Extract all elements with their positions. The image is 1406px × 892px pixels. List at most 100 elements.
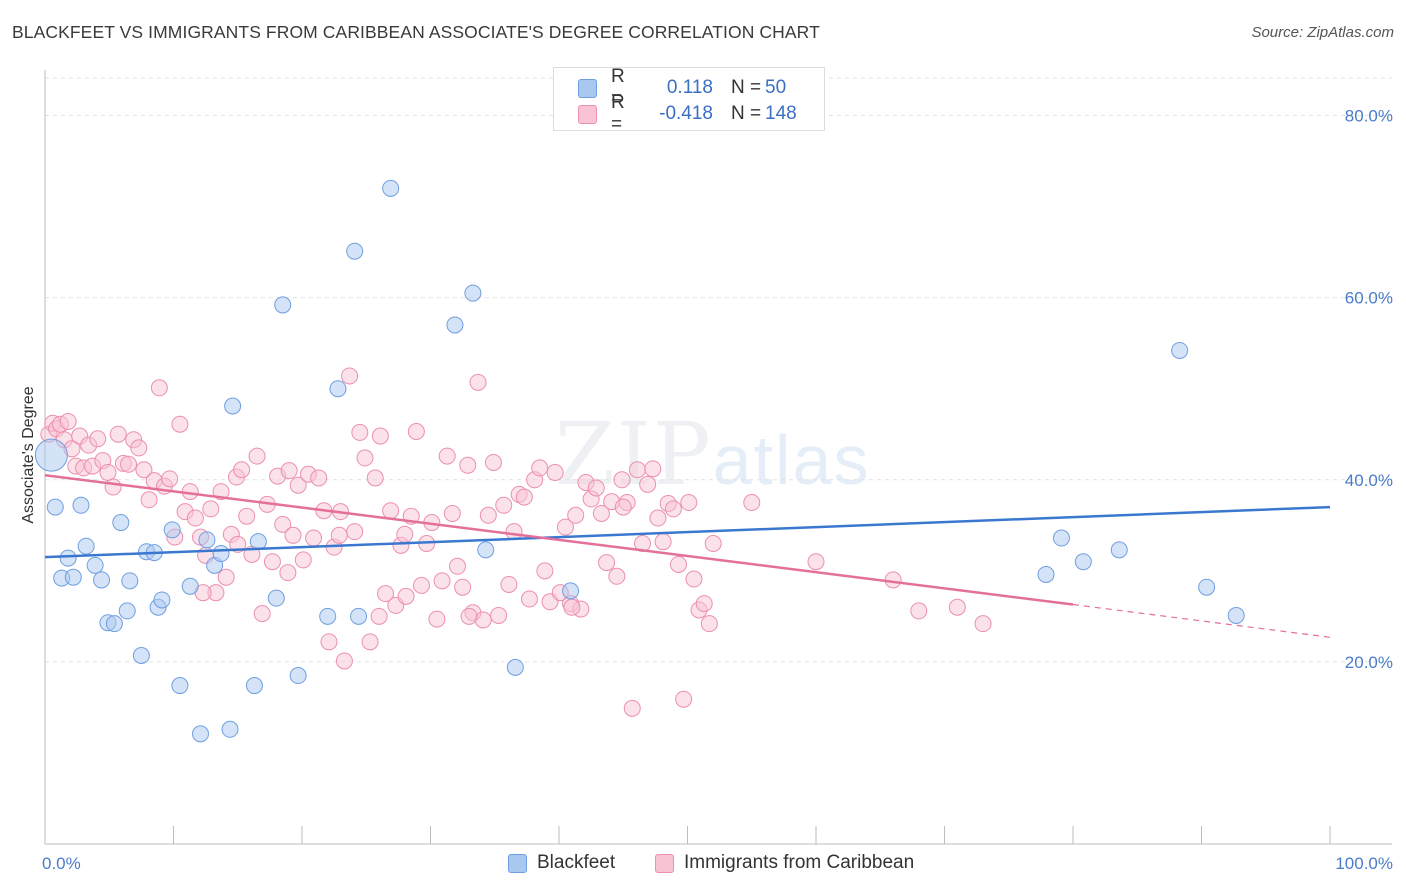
caribbean-point <box>546 463 564 481</box>
caribbean-point <box>263 553 281 571</box>
caribbean-point <box>469 373 487 391</box>
legend-item-blackfeet: Blackfeet <box>508 852 615 874</box>
blackfeet-points <box>34 179 1245 743</box>
caribbean-points <box>40 367 992 717</box>
caribbean-point <box>202 500 220 518</box>
caribbean-point <box>89 430 107 448</box>
caribbean-point <box>99 463 117 481</box>
caribbean-point <box>623 699 641 717</box>
gridlines <box>45 77 1392 663</box>
caribbean-point <box>407 423 425 441</box>
caribbean-point <box>563 598 581 616</box>
blackfeet-point <box>212 545 230 563</box>
blackfeet-point <box>1110 541 1128 559</box>
caribbean-point <box>351 423 369 441</box>
caribbean-point <box>910 602 928 620</box>
legend-n-label: N = <box>731 103 762 124</box>
legend-r-label: R = <box>611 92 625 135</box>
caribbean-point <box>639 475 657 493</box>
blackfeet-point <box>1074 553 1092 571</box>
caribbean-point <box>320 633 338 651</box>
tick-labels: 20.0% 40.0% 60.0% 80.0% 0.0% 100.0% Associate'… <box>20 107 1393 873</box>
blackfeet-point <box>105 615 123 633</box>
blackfeet-point <box>93 571 111 589</box>
caribbean-point <box>356 449 374 467</box>
caribbean-point <box>495 496 513 514</box>
series-legend: Blackfeet Immigrants from Caribbean <box>0 852 1406 878</box>
caribbean-point <box>120 455 138 473</box>
caribbean-point <box>370 607 388 625</box>
caribbean-point <box>479 506 497 524</box>
blackfeet-point <box>329 380 347 398</box>
caribbean-point <box>433 572 451 590</box>
caribbean-point <box>613 471 631 489</box>
caribbean-point <box>598 554 616 572</box>
blackfeet-point <box>477 541 495 559</box>
caribbean-point <box>382 502 400 520</box>
caribbean-point <box>305 529 323 547</box>
blackfeet-point <box>46 498 64 516</box>
caribbean-point <box>807 553 825 571</box>
caribbean-point <box>253 605 271 623</box>
blackfeet-point <box>118 602 136 620</box>
caribbean-point <box>150 379 168 397</box>
blackfeet-point <box>319 607 337 625</box>
caribbean-point <box>695 595 713 613</box>
caribbean-point <box>104 478 122 496</box>
caribbean-point <box>279 564 297 582</box>
blackfeet-point <box>249 533 267 551</box>
chart-title: BLACKFEET VS IMMIGRANTS FROM CARIBBEAN A… <box>12 22 820 42</box>
legend-label-blackfeet: Blackfeet <box>537 852 616 873</box>
caribbean-point <box>515 488 533 506</box>
caribbean-point <box>248 447 266 465</box>
caribbean-point <box>361 633 379 651</box>
caribbean-point <box>454 578 472 596</box>
caribbean-point <box>396 525 414 543</box>
caribbean-point <box>628 461 646 479</box>
caribbean-point <box>377 585 395 603</box>
y-tick-label: 60.0% <box>1345 289 1393 308</box>
x-tick-label: 0.0% <box>42 854 81 873</box>
legend-swatch-caribbean <box>578 104 597 124</box>
caribbean-point <box>743 494 761 512</box>
caribbean-point <box>948 598 966 616</box>
caribbean-point <box>664 500 682 518</box>
legend-swatch-caribbean <box>655 853 674 873</box>
blackfeet-point <box>382 179 400 197</box>
caribbean-point <box>448 557 466 575</box>
blackfeet-point <box>224 397 242 415</box>
caribbean-point <box>140 491 158 509</box>
blackfeet-point <box>1227 606 1245 624</box>
blackfeet-point <box>267 589 285 607</box>
blackfeet-point <box>59 549 77 567</box>
legend-label-caribbean: Immigrants from Caribbean <box>684 852 915 873</box>
caribbean-point <box>413 576 431 594</box>
legend-swatch-blackfeet <box>508 853 527 873</box>
caribbean-point <box>531 459 549 477</box>
blackfeet-point <box>191 725 209 743</box>
caribbean-point <box>670 555 688 573</box>
legend-r-value: 0.118 <box>666 77 713 98</box>
caribbean-point <box>330 526 348 544</box>
caribbean-point <box>366 469 384 487</box>
caribbean-point <box>592 504 610 522</box>
source-credit: Source: ZipAtlas.com <box>1251 24 1394 41</box>
legend-n-value: 50 <box>765 77 787 98</box>
caribbean-point <box>614 498 632 516</box>
caribbean-point <box>59 412 77 430</box>
caribbean-point <box>135 461 153 479</box>
blackfeet-point <box>34 438 68 472</box>
blackfeet-point <box>289 667 307 685</box>
blackfeet-point <box>72 496 90 514</box>
trend-lines <box>44 473 1331 638</box>
caribbean-point <box>186 509 204 527</box>
caribbean-point <box>171 415 189 433</box>
caribbean-point <box>233 461 251 479</box>
y-axis-title: Associate's Degree <box>20 386 37 523</box>
blackfeet-point <box>245 677 263 695</box>
caribbean-point <box>371 427 389 445</box>
caribbean-point <box>654 533 672 551</box>
caribbean-point <box>680 494 698 512</box>
legend-item-caribbean: Immigrants from Caribbean <box>655 852 914 874</box>
